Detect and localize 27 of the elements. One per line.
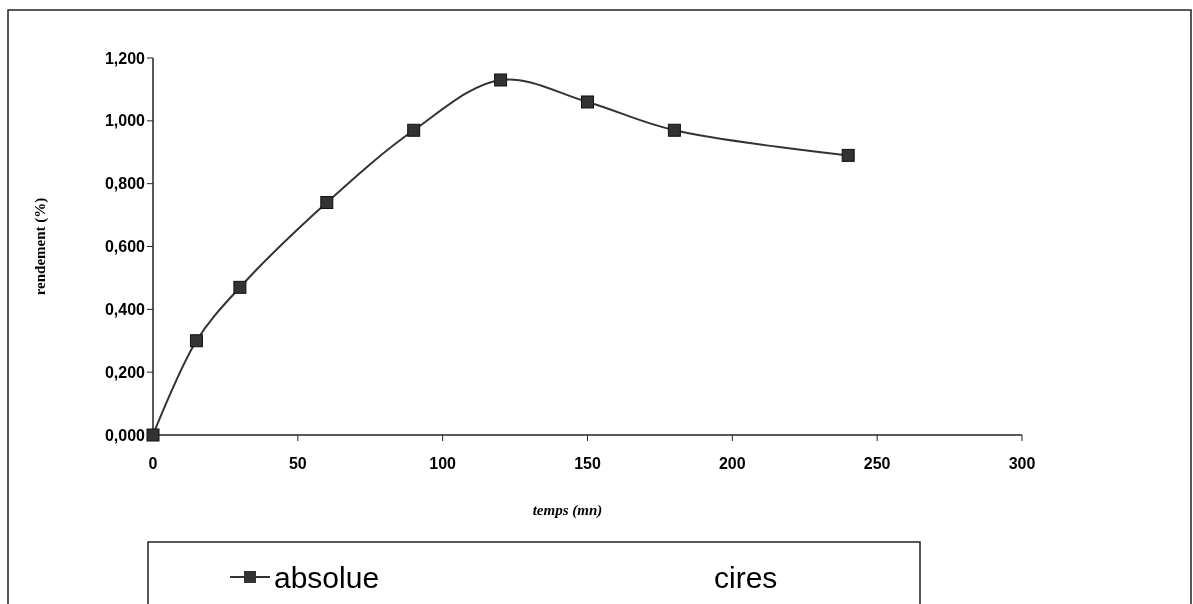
point xyxy=(494,73,508,87)
point xyxy=(581,95,594,109)
y-tick-label: 0,000 xyxy=(104,426,146,444)
legend-label: absolue xyxy=(274,560,380,594)
point xyxy=(146,428,160,442)
y-tick-label: 1,200 xyxy=(104,49,146,67)
point xyxy=(667,123,681,137)
y-tick-label: 0,600 xyxy=(104,238,146,256)
x-tick-label: 50 xyxy=(288,455,307,472)
point xyxy=(841,148,855,162)
point xyxy=(189,334,203,348)
y-tick-label: 1,000 xyxy=(104,112,146,130)
x-tick-label: 0 xyxy=(148,455,158,472)
x-tick-label: 150 xyxy=(574,455,601,472)
y-tick-label: 0,200 xyxy=(104,363,146,381)
y-tick-label: 0,400 xyxy=(104,300,146,318)
x-axis-title: temps (mn) xyxy=(532,502,603,519)
text: cires xyxy=(714,560,778,594)
x-tick-label: 100 xyxy=(429,455,457,472)
x-tick-label: 200 xyxy=(718,455,746,472)
x-tick-label: 250 xyxy=(863,455,891,472)
y-tick-label: 0,800 xyxy=(104,175,146,193)
point xyxy=(233,280,247,294)
point xyxy=(407,123,421,137)
point xyxy=(320,196,334,210)
x-tick-label: 300 xyxy=(1008,455,1036,472)
y-axis-title: rendement (%) xyxy=(32,197,49,296)
